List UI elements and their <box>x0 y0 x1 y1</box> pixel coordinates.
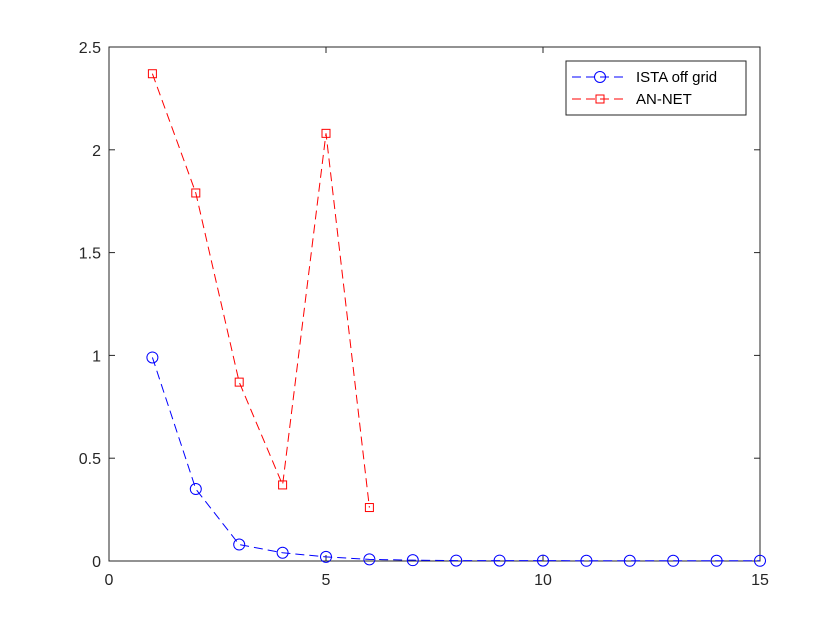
plot-area <box>108 46 761 562</box>
data-point <box>710 554 723 567</box>
data-point <box>493 554 506 567</box>
data-point <box>278 480 288 490</box>
data-point <box>406 554 419 567</box>
y-tick-label: 0 <box>92 554 101 571</box>
series-line <box>151 357 760 562</box>
legend-marker <box>594 71 606 83</box>
data-point <box>450 554 463 567</box>
legend-entry: ISTA off grid <box>572 69 717 86</box>
series-1 <box>146 351 766 567</box>
data-point <box>321 128 331 138</box>
series-line <box>151 73 370 508</box>
data-point <box>667 554 680 567</box>
data-point <box>623 554 636 567</box>
data-point <box>146 351 159 364</box>
data-point <box>191 188 201 198</box>
x-tick-label: 15 <box>751 572 769 589</box>
legend-label: ISTA off grid <box>636 69 717 86</box>
y-tick-label: 2 <box>92 143 101 160</box>
legend: ISTA off grid AN-NET <box>565 60 747 116</box>
x-tick-label: 5 <box>322 572 331 589</box>
data-point <box>580 554 593 567</box>
y-tick-label: 0.5 <box>79 451 101 468</box>
data-point <box>364 503 374 513</box>
y-tick-label: 1.5 <box>79 246 101 263</box>
data-point <box>276 546 289 559</box>
y-tick-label: 1 <box>92 348 101 365</box>
data-point <box>147 69 157 79</box>
data-point <box>320 550 332 563</box>
data-point <box>233 538 246 551</box>
legend-box <box>565 60 747 116</box>
y-tick-label: 2.5 <box>79 40 101 57</box>
data-point <box>754 554 766 567</box>
data-point <box>189 483 202 496</box>
series-layer <box>146 69 766 567</box>
data-point <box>537 554 549 567</box>
x-tick-label: 0 <box>105 572 114 589</box>
data-point <box>234 377 244 387</box>
axes: 0 5 10 15 0 0.5 1 1.5 2 2.5 <box>79 40 769 589</box>
x-tick-label: 10 <box>534 572 552 589</box>
legend-entry: AN-NET <box>572 91 692 108</box>
series-2 <box>147 69 374 513</box>
data-point <box>363 553 376 566</box>
legend-label: AN-NET <box>636 91 692 108</box>
legend-marker <box>595 94 605 104</box>
